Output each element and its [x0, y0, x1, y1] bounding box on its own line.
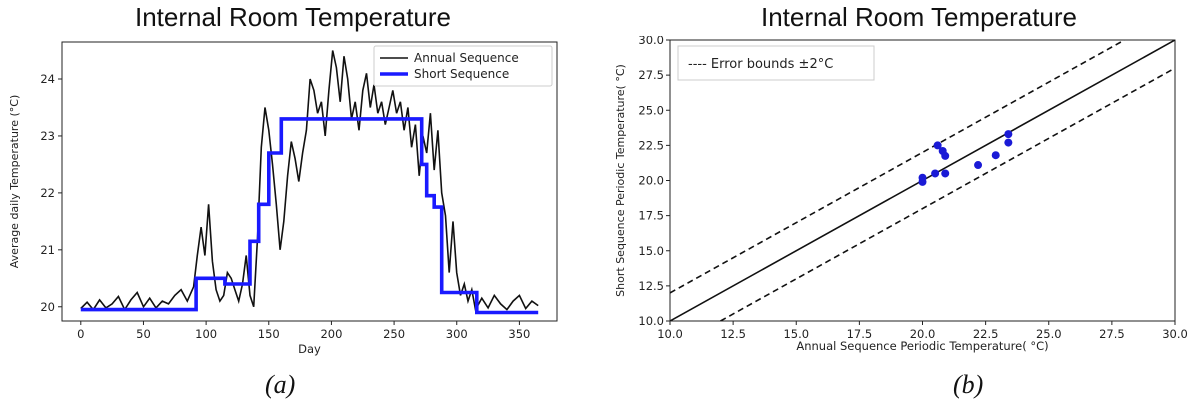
- y-tick-label: 30.0: [638, 36, 664, 47]
- scatter-point: [941, 169, 950, 178]
- y-tick-label: 24: [40, 72, 55, 86]
- x-tick-label: 30.0: [1162, 327, 1188, 341]
- x-tick-label: 350: [508, 327, 530, 341]
- x-axis-label: Annual Sequence Periodic Temperature( °C…: [796, 339, 1048, 353]
- y-tick-label: 17.5: [638, 209, 664, 223]
- legend-label: ---- Error bounds ±2°C: [688, 57, 833, 72]
- y-tick-label: 20: [40, 300, 55, 314]
- y-tick-label: 22: [40, 186, 55, 200]
- scatter-chart: 10.0 12.5 15.0 17.5 20.0 22.5 25.0 27.5 30.0 10.0…: [614, 36, 1188, 353]
- y-axis-label: Short Sequence Periodic Temperature( °C): [614, 64, 627, 297]
- x-tick-label: 200: [320, 327, 342, 341]
- x-tick-label: 150: [258, 327, 280, 341]
- scatter-point: [918, 173, 927, 182]
- x-tick-label: 20.0: [910, 327, 936, 341]
- x-tick-label: 12.5: [720, 327, 746, 341]
- legend-box: [373, 45, 553, 87]
- x-axis-label: Day: [298, 342, 321, 356]
- y-tick-label: 21: [40, 243, 55, 257]
- line-chart: 0 50 100 150 200 250 300 350 20 21 22 23 24 Day Averag…: [8, 41, 558, 356]
- y-tick-label: 23: [40, 129, 55, 143]
- x-tick-label: 100: [195, 327, 217, 341]
- legend-label: Short Sequence: [414, 67, 509, 81]
- y-tick-label: 12.5: [638, 279, 664, 293]
- y-axis-label: Average daily Temperature (°C): [8, 95, 21, 268]
- y-tick-label: 22.5: [638, 138, 664, 152]
- chart-panel-a: Internal Room Temperature 0 50 100 150 200 25…: [0, 0, 590, 407]
- x-tick-label: 15.0: [783, 327, 809, 341]
- scatter-point: [1004, 130, 1013, 139]
- x-tick-label: 10.0: [657, 327, 683, 341]
- upper-error-bound-line: [670, 40, 1125, 294]
- x-tick-label: 27.5: [1099, 327, 1125, 341]
- chart-title-b: Internal Room Temperature: [761, 2, 1078, 32]
- y-tick-label: 10.0: [638, 314, 664, 328]
- scatter-point: [974, 161, 983, 170]
- y-tick-label: 15.0: [638, 244, 664, 258]
- x-tick-label: 0: [77, 327, 84, 341]
- x-tick-label: 300: [446, 327, 468, 341]
- x-tick-label: 250: [383, 327, 405, 341]
- caption-a: (a): [265, 370, 296, 399]
- legend-label: Annual Sequence: [414, 51, 519, 65]
- scatter-point: [991, 151, 1000, 160]
- chart-title-a: Internal Room Temperature: [135, 2, 452, 32]
- y-tick-label: 25.0: [638, 103, 664, 117]
- short-sequence-line: [80, 117, 539, 315]
- caption-b: (b): [953, 370, 984, 399]
- y-tick-label: 27.5: [638, 68, 664, 82]
- lower-error-bound-line: [720, 67, 1175, 321]
- x-tick-label: 22.5: [973, 327, 999, 341]
- scatter-point: [931, 169, 940, 178]
- legend-box: [677, 45, 875, 81]
- scatter-point: [1004, 138, 1013, 147]
- x-tick-label: 25.0: [1036, 327, 1062, 341]
- scatter-point: [933, 141, 942, 150]
- x-tick-label: 50: [136, 327, 151, 341]
- scatter-point: [941, 151, 950, 160]
- annual-sequence-line: [80, 50, 539, 312]
- y-tick-label: 20.0: [638, 174, 664, 188]
- chart-panel-b: Internal Room Temperature 10.0 12.5 15.0 17…: [610, 0, 1200, 407]
- x-tick-label: 17.5: [847, 327, 873, 341]
